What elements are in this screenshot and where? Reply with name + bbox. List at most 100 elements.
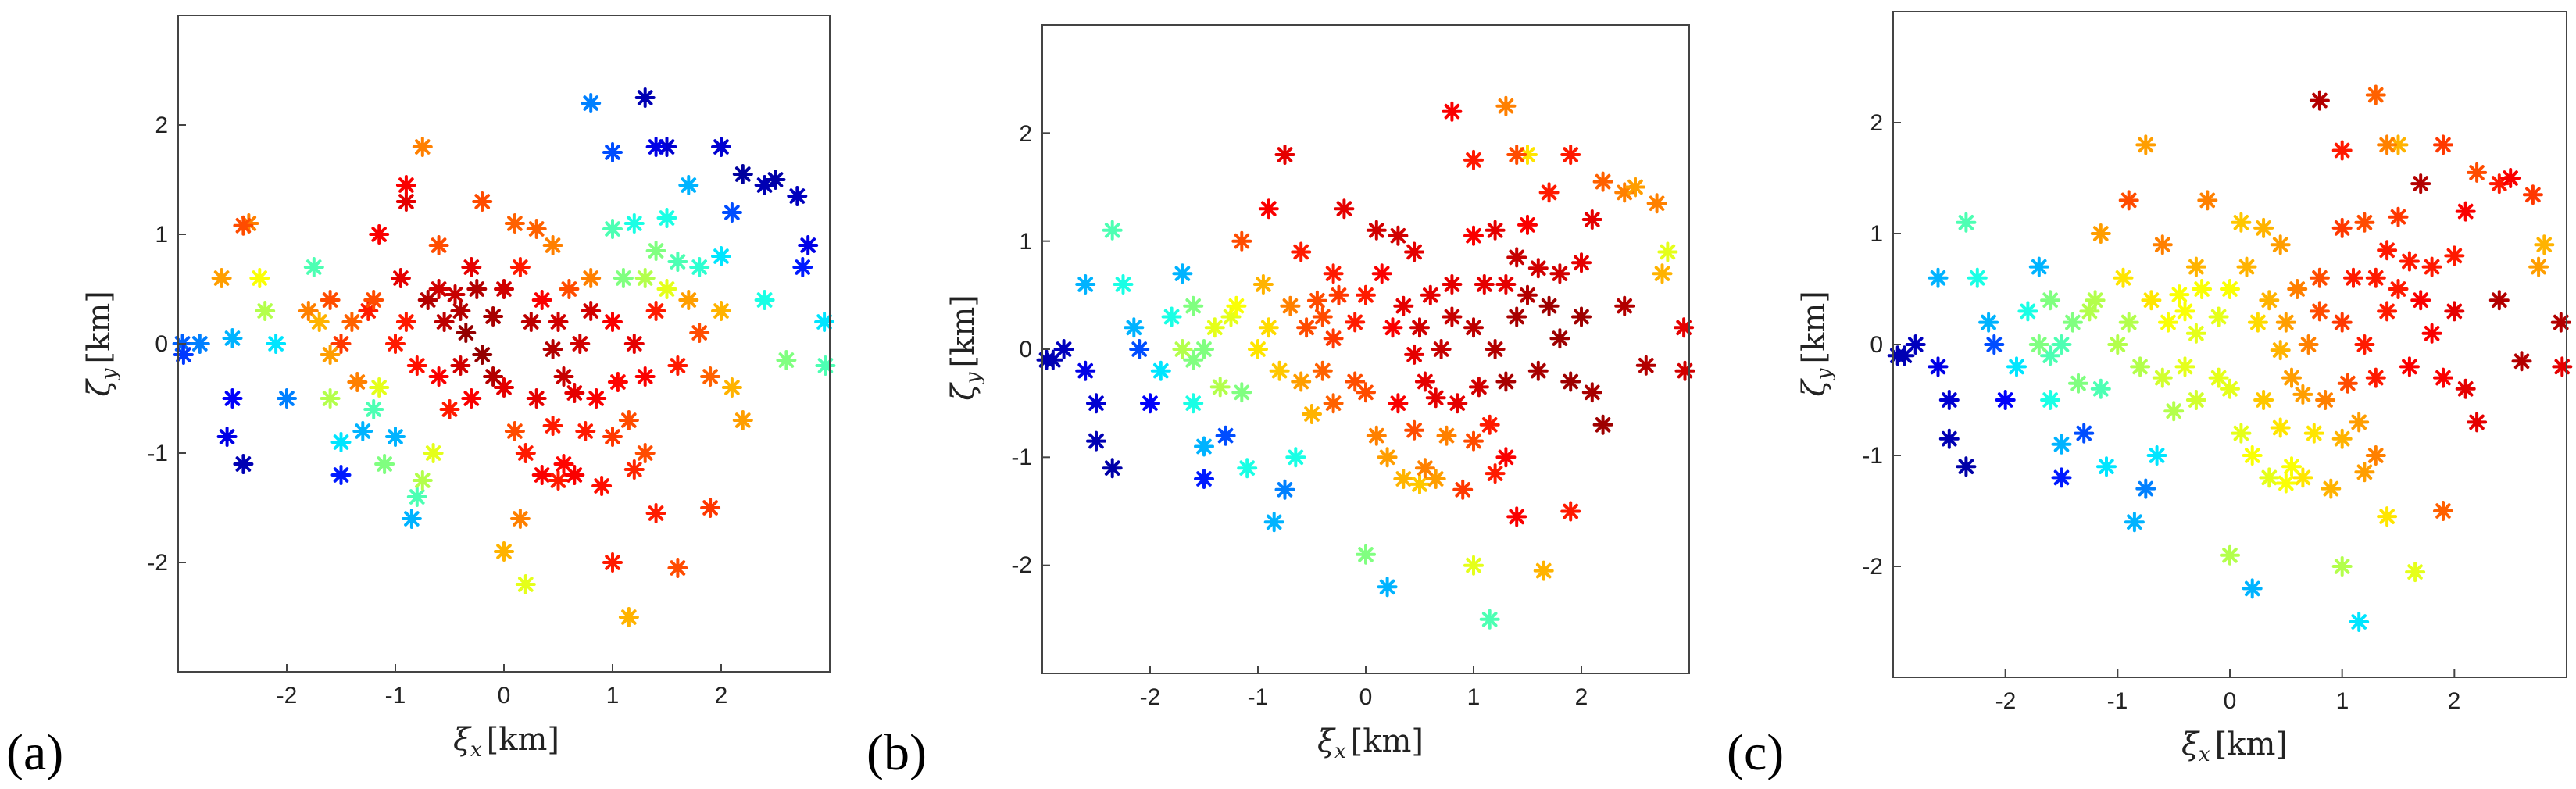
- scatter-point: [2377, 134, 2398, 155]
- scatter-point: [211, 268, 232, 288]
- scatter-point: [2337, 373, 2358, 394]
- scatter-point: [1194, 339, 1214, 359]
- scatter-point: [2085, 290, 2106, 311]
- scatter-point: [2343, 267, 2363, 288]
- x-tick-label: -1: [385, 683, 406, 709]
- scatter-point: [2118, 312, 2139, 333]
- scatter-point: [700, 366, 721, 387]
- scatter-point: [2349, 612, 2370, 632]
- scatter-point: [1258, 198, 1279, 220]
- scatter-point: [2365, 367, 2386, 388]
- scatter-point: [814, 312, 835, 332]
- scatter-point: [1183, 349, 1204, 370]
- x-tick-label: 0: [1359, 684, 1373, 710]
- scatter-point: [2247, 312, 2268, 333]
- scatter-point: [559, 279, 580, 299]
- scatter-point: [602, 312, 623, 332]
- y-tick-label: 2: [155, 112, 168, 138]
- scatter-point: [412, 470, 433, 491]
- scatter-point: [385, 334, 406, 354]
- scatter-point: [2135, 134, 2156, 155]
- scatter-point: [526, 219, 547, 239]
- scatter-point: [2040, 345, 2061, 366]
- scatter-point: [1215, 425, 1236, 446]
- scatter-point: [623, 459, 645, 480]
- scatter-point: [2309, 267, 2330, 288]
- x-axis-label: ξx [km]: [453, 722, 559, 762]
- scatter-point: [645, 301, 666, 321]
- scatter-point: [1161, 306, 1182, 327]
- scatter-point: [2528, 256, 2549, 277]
- y-tick-label: -1: [1011, 444, 1032, 470]
- scatter-point: [798, 235, 819, 255]
- scatter-point: [678, 290, 699, 310]
- scatter-point: [2410, 290, 2431, 311]
- scatter-point: [406, 487, 427, 507]
- scatter-point: [320, 345, 341, 365]
- scatter-point: [1928, 267, 1949, 288]
- scatter-point: [2028, 334, 2049, 355]
- scatter-point: [1291, 241, 1312, 262]
- scatter-point: [1485, 339, 1506, 359]
- scatter-point: [2354, 334, 2375, 355]
- scatter-point: [1581, 209, 1602, 230]
- scatter-point: [1204, 317, 1225, 338]
- scatter-point: [1302, 404, 1322, 424]
- scatter-point: [645, 241, 666, 261]
- scatter-point: [765, 170, 786, 190]
- panel-label: (c): [1727, 724, 1784, 781]
- scatter-point: [1560, 145, 1581, 165]
- y-tick-label: -1: [1862, 443, 1883, 469]
- scatter-point: [2259, 467, 2280, 488]
- scatter-point: [330, 334, 352, 354]
- y-tick-labels: 2 1 0 -1 -2: [1011, 121, 1032, 578]
- scatter-point: [1436, 425, 1457, 446]
- scatter-point: [581, 268, 602, 288]
- scatter-point: [423, 443, 444, 463]
- scatter-point: [2349, 412, 2370, 433]
- scatter-point: [1495, 95, 1517, 116]
- scatter-point: [417, 290, 438, 310]
- scatter-point: [222, 388, 243, 409]
- scatter-point: [369, 377, 390, 398]
- scatter-point: [1463, 225, 1484, 246]
- scatter-point: [2158, 312, 2178, 333]
- scatter-point: [1414, 458, 1435, 479]
- scatter-point: [613, 268, 634, 288]
- scatter-point: [689, 257, 710, 277]
- scatter-point: [634, 366, 656, 387]
- scatter-point: [466, 279, 488, 299]
- scatter-point: [1053, 339, 1074, 359]
- scatter-point: [542, 339, 563, 359]
- y-tick-labels: 2 1 0 -1 -2: [1862, 110, 1883, 580]
- scatter-point: [509, 257, 531, 277]
- scatter-point: [2270, 340, 2291, 361]
- scatter-point: [277, 388, 297, 409]
- scatter-point: [1571, 306, 1592, 327]
- scatter-point: [347, 372, 368, 392]
- scatter-point: [352, 421, 373, 441]
- scatter-point: [1129, 339, 1150, 359]
- x-tick-label: -1: [2107, 688, 2128, 714]
- panel-c: -2 -1 0 1 2 2 1 0 -1 -2 ξx [km] ζy[km] (c…: [1717, 0, 2576, 789]
- scatter-point: [1463, 317, 1484, 338]
- scatter-point: [222, 328, 243, 348]
- scatter-point: [515, 574, 536, 594]
- scatter-point: [2040, 290, 2061, 311]
- scatter-point: [2068, 373, 2088, 394]
- scatter-point: [494, 279, 514, 299]
- scatter-point: [1592, 171, 1613, 192]
- scatter-point: [2017, 301, 2038, 322]
- scatter-point: [1323, 393, 1344, 414]
- scatter-point: [1172, 263, 1193, 284]
- panel-label: (a): [6, 724, 63, 781]
- scatter-point: [711, 246, 731, 266]
- scatter-point: [1194, 469, 1214, 489]
- scatter-point: [483, 366, 504, 387]
- scatter-point: [815, 355, 836, 376]
- scatter-point: [2354, 462, 2375, 483]
- scatter-point: [1533, 560, 1554, 581]
- x-tick-label: 2: [715, 683, 728, 709]
- scatter-point: [1382, 317, 1403, 338]
- scatter-point: [623, 213, 645, 234]
